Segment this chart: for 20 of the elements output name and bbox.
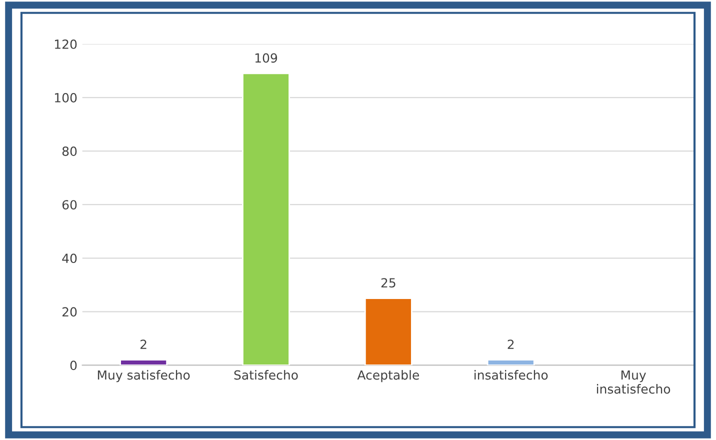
data-label: 2	[140, 340, 146, 349]
y-tick-label: 40	[62, 254, 77, 264]
x-tick-label: Muy insatisfecho	[596, 370, 670, 394]
y-tick-label: 80	[62, 146, 77, 156]
y-tick-label: 0	[70, 360, 77, 370]
data-label: 109	[255, 53, 278, 63]
y-tick-label: 20	[62, 307, 77, 317]
bar	[120, 359, 168, 366]
bar	[486, 359, 535, 366]
x-tick-label: Muy satisfecho	[98, 370, 190, 382]
x-tick-label: Aceptable	[357, 370, 420, 382]
y-tick-label: 60	[62, 200, 77, 210]
y-tick-label: 120	[54, 39, 77, 49]
x-tick-label: insatisfecho	[474, 370, 548, 380]
bar	[242, 72, 290, 366]
bar	[364, 298, 412, 366]
x-tick-label: Satisfecho	[234, 370, 298, 380]
data-label: 25	[381, 278, 396, 288]
y-tick-label: 100	[54, 93, 77, 102]
data-label: 2	[508, 340, 514, 349]
